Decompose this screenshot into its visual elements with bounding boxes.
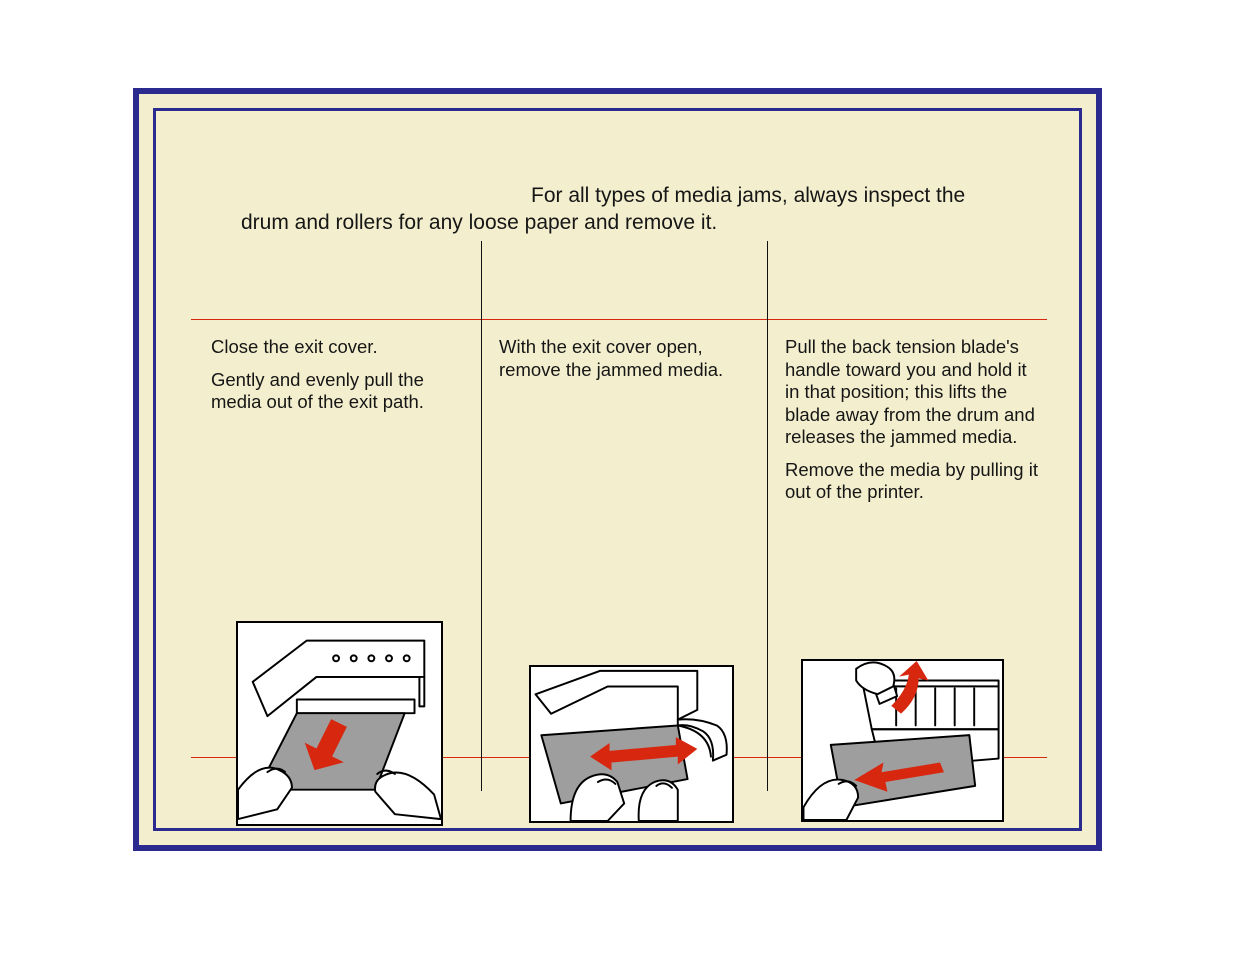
document-page-frame: For all types of media jams, always insp… (133, 88, 1102, 851)
column-divider-2 (767, 241, 768, 791)
column-3: Pull the back tension blade's handle tow… (785, 336, 1045, 514)
col2-step1: With the exit cover open, remove the jam… (499, 336, 754, 381)
intro-paragraph: For all types of media jams, always insp… (241, 182, 1011, 237)
instruction-columns: Close the exit cover. Gently and evenly … (191, 241, 1047, 791)
col1-step2: Gently and evenly pull the media out of … (211, 369, 466, 414)
column-divider-1 (481, 241, 482, 791)
illustration-exit-cover-open (529, 665, 734, 823)
illustration-tension-blade (801, 659, 1004, 822)
col3-step1: Pull the back tension blade's handle tow… (785, 336, 1045, 449)
table-rule-top (191, 319, 1047, 320)
col1-step1: Close the exit cover. (211, 336, 466, 359)
illustration-exit-path (236, 621, 443, 826)
column-1: Close the exit cover. Gently and evenly … (211, 336, 466, 424)
col3-step2: Remove the media by pulling it out of th… (785, 459, 1045, 504)
document-inner-frame: For all types of media jams, always insp… (153, 108, 1082, 831)
column-2: With the exit cover open, remove the jam… (499, 336, 754, 391)
